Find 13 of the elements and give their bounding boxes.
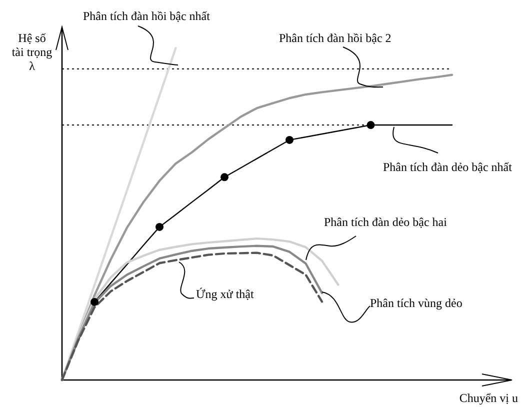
point xyxy=(156,222,164,231)
x-axis-title: Chuyển vị u xyxy=(459,391,518,405)
point xyxy=(220,173,228,182)
text: Phân tích đàn hồi bậc 2 xyxy=(279,31,392,45)
text: Phân tích đàn hồi bậc nhất xyxy=(83,9,211,23)
text: Ứng xử thật xyxy=(196,287,254,301)
point xyxy=(366,121,375,130)
legend-label: Phân tích đàn dẻo bậc nhất xyxy=(383,160,513,174)
point xyxy=(286,136,294,144)
text: Phân tích đàn dẻo bậc hai xyxy=(324,215,448,229)
point xyxy=(90,298,98,306)
y-axis-title: Hệ số tài trọng λ xyxy=(12,31,52,73)
text: Phân tích vùng dẻo xyxy=(370,296,462,310)
